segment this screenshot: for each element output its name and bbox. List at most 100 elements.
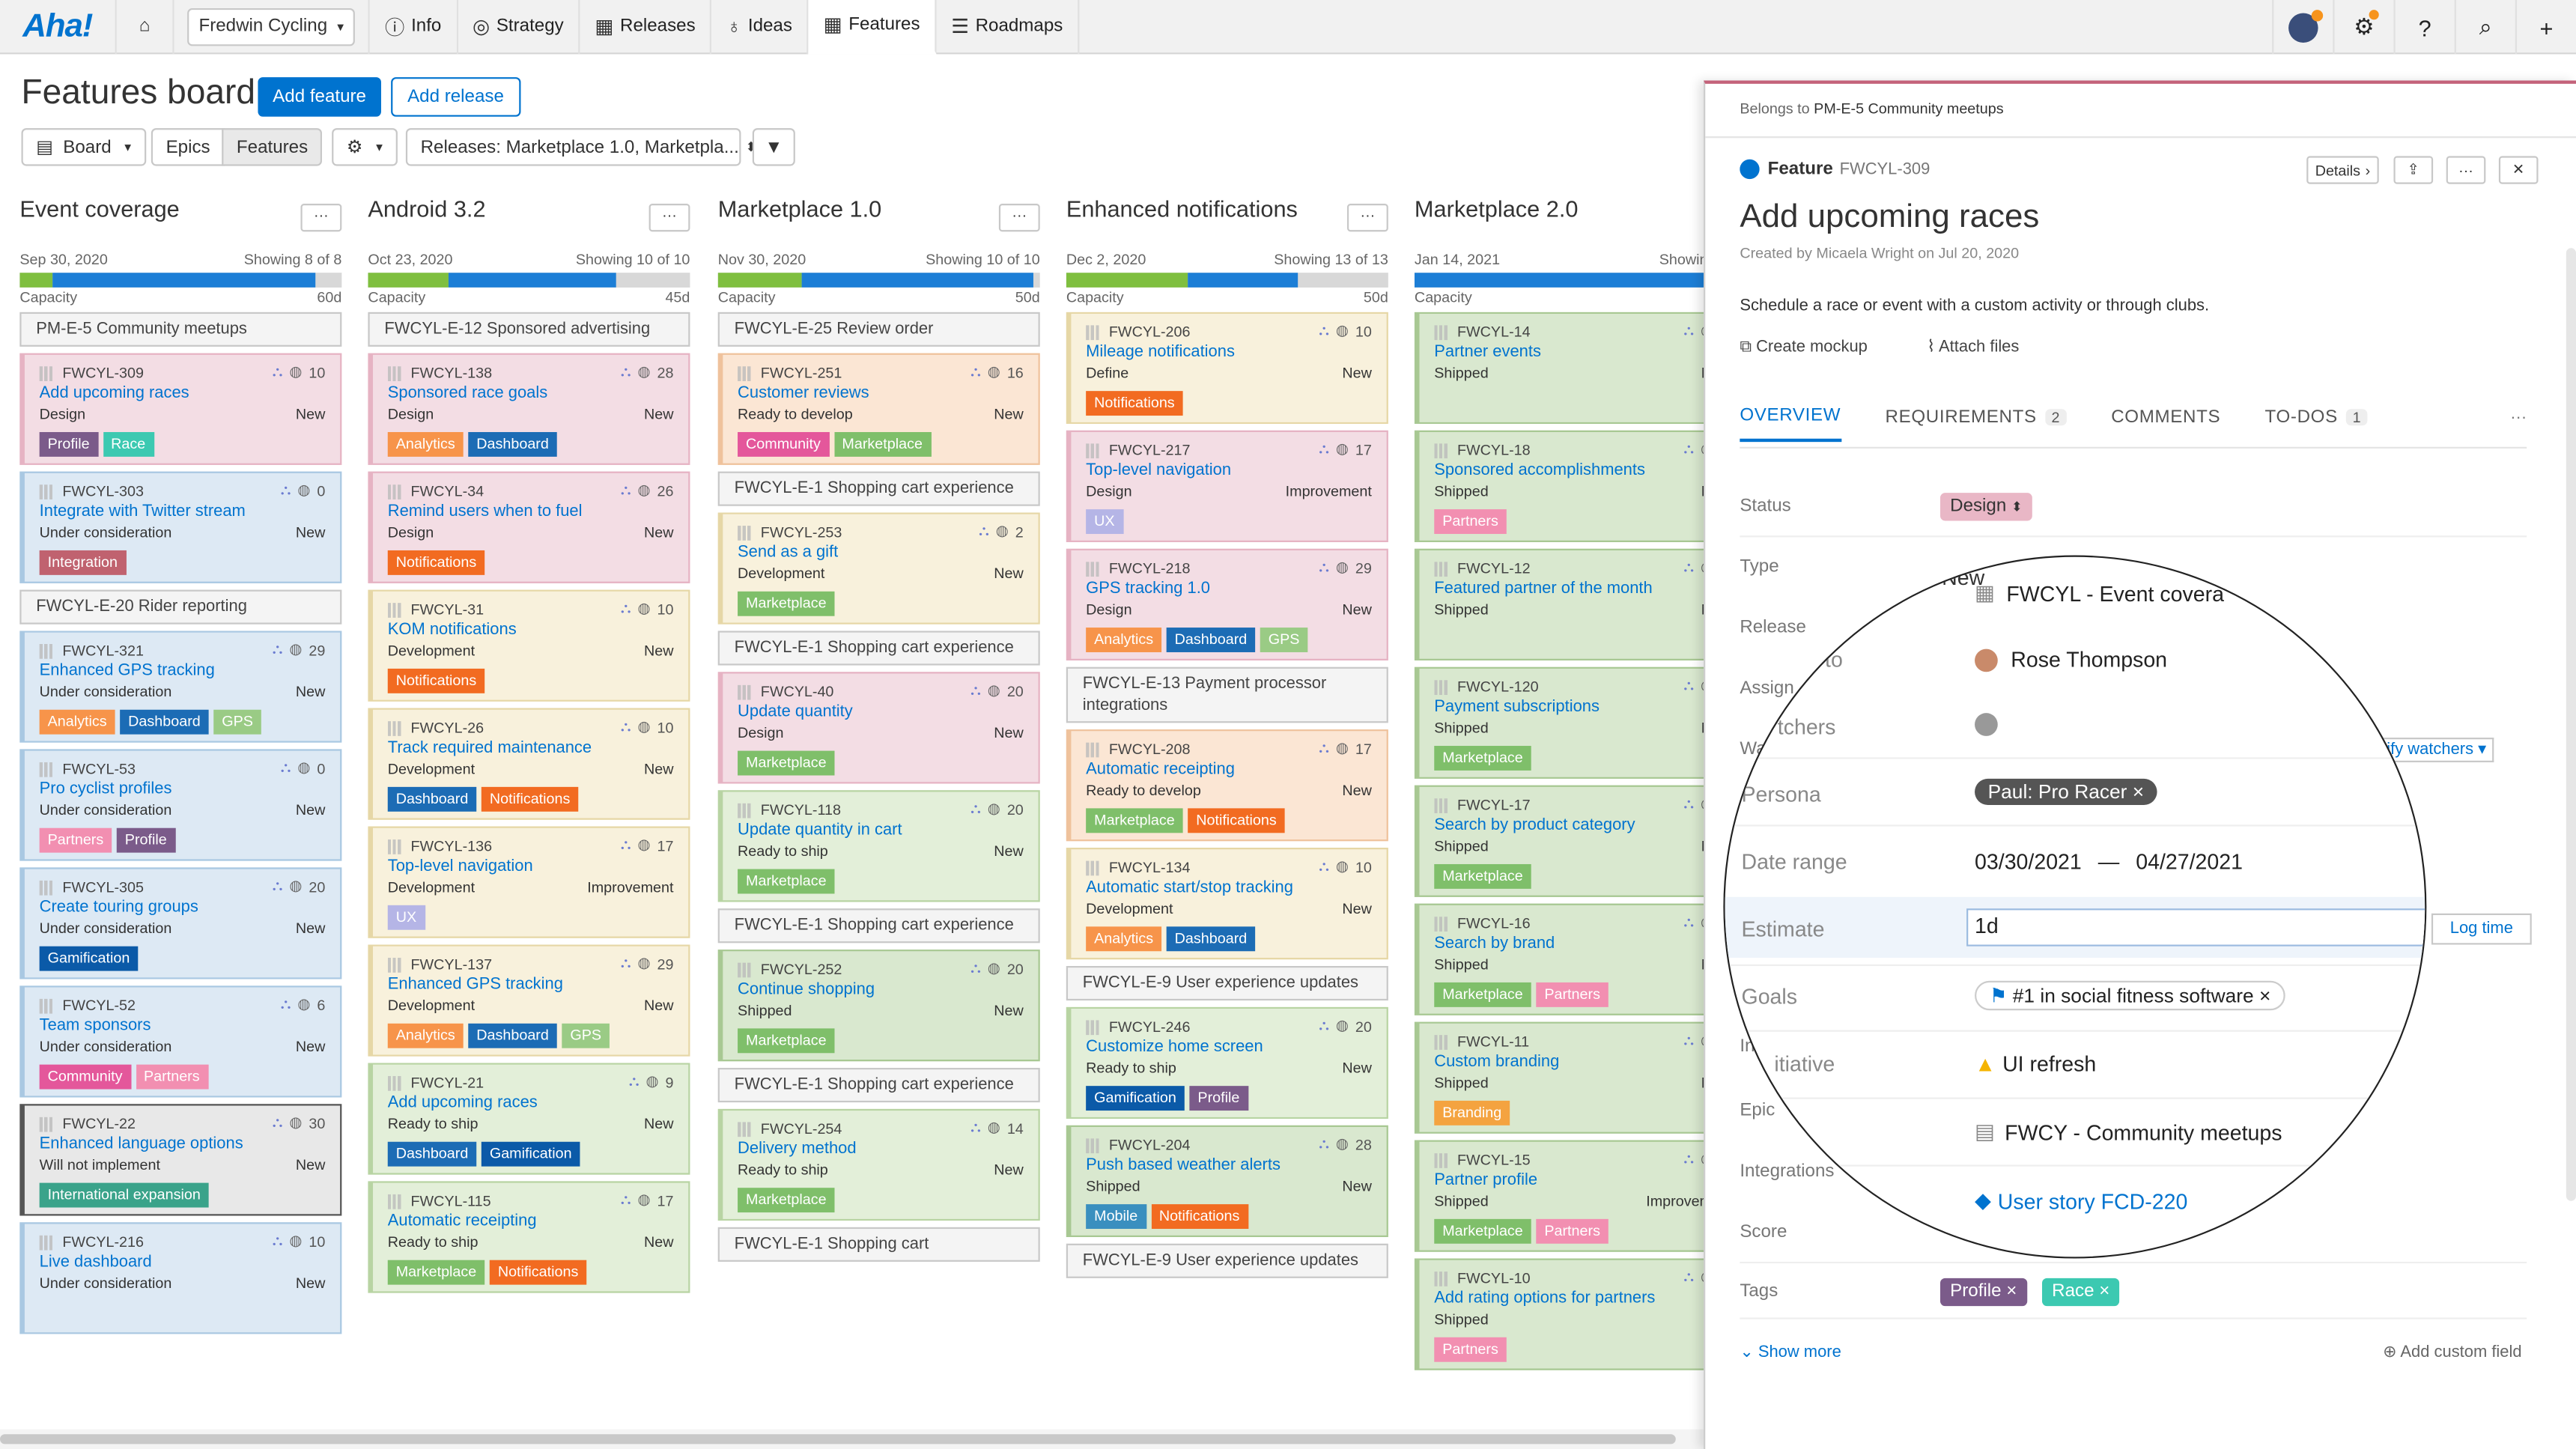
card-title[interactable]: Add rating options for partners — [1434, 1289, 1656, 1308]
feature-card[interactable]: FWCYL-26 ⛬ ◍ 10 Track required maintenance De… — [368, 708, 690, 820]
drag-handle-icon[interactable] — [387, 1075, 403, 1090]
feature-card[interactable]: FWCYL-10⛬◍Add rating options for partner… — [1414, 1258, 1737, 1370]
tab-overview[interactable]: OVERVIEW — [1740, 406, 1841, 443]
card-title[interactable]: Automatic receipting — [1086, 760, 1235, 779]
more-button[interactable]: ··· — [2446, 156, 2486, 184]
feature-card[interactable]: FWCYL-218 ⛬ ◍ 29 GPS tracking 1.0 Design New An… — [1066, 548, 1388, 660]
release-value[interactable]: ▦ FWCYL - Event covera — [1975, 580, 2224, 606]
card-tag[interactable]: UX — [1086, 509, 1123, 535]
card-tag[interactable]: Marketplace — [1434, 1218, 1531, 1244]
card-tag[interactable]: Profile — [39, 431, 98, 457]
card-tag[interactable]: Notifications — [387, 550, 485, 575]
epic-header[interactable]: FWCYL-E-9 User experience updates — [1066, 966, 1388, 1001]
tag-race[interactable]: Race × — [2041, 1278, 2120, 1307]
column-menu-button[interactable]: ··· — [1346, 204, 1388, 232]
card-tag[interactable]: Marketplace — [738, 1188, 835, 1213]
features-toggle[interactable]: Features — [222, 128, 323, 166]
card-tag[interactable]: Marketplace — [1434, 982, 1531, 1007]
card-tag[interactable]: Marketplace — [738, 869, 835, 894]
drag-handle-icon[interactable] — [1434, 443, 1450, 458]
close-button[interactable]: ✕ — [2498, 156, 2539, 184]
card-title[interactable]: Automatic receipting — [387, 1212, 537, 1231]
card-tag[interactable]: Partners — [1536, 1218, 1609, 1244]
epic-value[interactable]: ▤ FWCY - Community meetups — [1975, 1119, 2282, 1145]
card-tag[interactable]: Marketplace — [387, 1260, 485, 1285]
card-tag[interactable]: Partners — [1536, 982, 1609, 1007]
nav-features[interactable]: ▦ Features — [808, 0, 937, 54]
feature-card[interactable]: FWCYL-53 ⛬ ◍ 0 Pro cyclist profiles Under con… — [19, 749, 342, 861]
card-title[interactable]: Remind users when to fuel — [387, 502, 583, 521]
card-tag[interactable]: Community — [738, 431, 829, 457]
filter-button[interactable]: ▼ — [752, 128, 795, 166]
drag-handle-icon[interactable] — [1434, 798, 1450, 812]
drag-handle-icon[interactable] — [39, 484, 55, 499]
drag-handle-icon[interactable] — [1086, 324, 1101, 340]
show-more-button[interactable]: ⌄ Show more — [1740, 1344, 1841, 1362]
feature-card[interactable]: FWCYL-208 ⛬ ◍ 17 Automatic receipting Ready t… — [1066, 729, 1388, 842]
feature-card[interactable]: FWCYL-253 ⛬ ◍ 2 Send as a gift Development New… — [717, 512, 1040, 625]
drag-handle-icon[interactable] — [1086, 443, 1101, 458]
date-range-value[interactable]: 03/30/2021 — 04/27/2021 — [1975, 849, 2243, 874]
card-title[interactable]: Automatic start/stop tracking — [1086, 878, 1293, 897]
card-tag[interactable]: Integration — [39, 550, 126, 575]
feature-card[interactable]: FWCYL-16⛬◍Search by brandShippedNeMarket… — [1414, 903, 1737, 1015]
feature-card[interactable]: FWCYL-252 ⛬ ◍ 20 Continue shopping Shipped New… — [717, 950, 1040, 1062]
epic-header[interactable]: FWCYL-E-9 User experience updates — [1066, 1243, 1388, 1278]
persona-pill[interactable]: Paul: Pro Racer × — [1975, 778, 2157, 806]
card-title[interactable]: Top-level navigation — [1086, 461, 1232, 480]
drag-handle-icon[interactable] — [39, 997, 55, 1013]
drag-handle-icon[interactable] — [1086, 741, 1101, 757]
card-tag[interactable]: Partners — [136, 1064, 208, 1090]
drag-handle-icon[interactable] — [39, 761, 55, 777]
column-title[interactable]: Android 3.2 ··· — [368, 194, 690, 232]
card-tag[interactable]: Marketplace — [738, 1028, 835, 1054]
details-button[interactable]: Details › — [2306, 156, 2379, 184]
epic-header[interactable]: PM-E-5 Community meetups — [19, 312, 342, 347]
card-title[interactable]: Enhanced GPS tracking — [39, 662, 215, 681]
drag-handle-icon[interactable] — [1086, 1019, 1101, 1035]
card-title[interactable]: Customer reviews — [738, 384, 869, 403]
card-title[interactable]: Update quantity — [738, 702, 853, 722]
drag-handle-icon[interactable] — [387, 602, 403, 617]
card-title[interactable]: Add upcoming races — [39, 384, 189, 403]
feature-card[interactable]: FWCYL-115 ⛬ ◍ 17 Automatic receipting Ready t… — [368, 1181, 690, 1293]
card-tag[interactable]: Marketplace — [1086, 808, 1183, 833]
nav-ideas[interactable]: ♁ Ideas — [712, 0, 809, 54]
settings-dropdown[interactable]: ⚙ ▾ — [332, 128, 398, 166]
card-title[interactable]: Pro cyclist profiles — [39, 780, 172, 799]
feature-card[interactable]: FWCYL-216 ⛬ ◍ 10 Live dashboard Under conside… — [19, 1222, 342, 1334]
add-release-button[interactable]: Add release — [391, 77, 520, 117]
epics-toggle[interactable]: Epics — [151, 128, 225, 166]
tabs-more-icon[interactable]: ··· — [2510, 409, 2527, 428]
drag-handle-icon[interactable] — [1434, 916, 1450, 931]
card-title[interactable]: Payment subscriptions — [1434, 698, 1600, 717]
epic-header[interactable]: FWCYL-E-1 Shopping cart experience — [717, 1068, 1040, 1103]
epic-header[interactable]: FWCYL-E-12 Sponsored advertising — [368, 312, 690, 347]
nav-strategy[interactable]: ◎ Strategy — [458, 0, 580, 54]
remove-icon[interactable]: × — [2132, 780, 2145, 804]
feature-card[interactable]: FWCYL-18⛬◍Sponsored accomplishmentsShipp… — [1414, 430, 1737, 542]
share-button[interactable]: ⇪ — [2393, 156, 2434, 184]
column-menu-button[interactable]: ··· — [300, 204, 342, 232]
drag-handle-icon[interactable] — [387, 365, 403, 380]
card-tag[interactable]: Partners — [1434, 509, 1507, 535]
epic-header[interactable]: FWCYL-E-1 Shopping cart experience — [717, 908, 1040, 944]
workspace-select[interactable]: Fredwin Cycling ▾ — [187, 7, 356, 46]
drag-handle-icon[interactable] — [1086, 561, 1101, 576]
card-tag[interactable]: Dashboard — [468, 1023, 557, 1048]
card-tag[interactable]: Notifications — [489, 1260, 587, 1285]
integration-link[interactable]: ◆ User story FCD-220 — [1975, 1188, 2187, 1214]
feature-card[interactable]: FWCYL-206 ⛬ ◍ 10 Mileage notifications Define… — [1066, 312, 1388, 425]
help-button[interactable]: ? — [2393, 0, 2454, 55]
status-select[interactable]: Design ⬍ — [1939, 493, 2032, 521]
card-title[interactable]: Create touring groups — [39, 899, 198, 917]
column-title[interactable]: Marketplace 1.0 ··· — [718, 194, 1040, 232]
column-title[interactable]: Marketplace 2.0 — [1415, 194, 1737, 230]
column-menu-button[interactable]: ··· — [998, 204, 1040, 232]
drag-handle-icon[interactable] — [1086, 1137, 1101, 1153]
card-tag[interactable]: Profile — [1189, 1086, 1248, 1111]
card-tag[interactable]: GPS — [213, 709, 261, 735]
drag-handle-icon[interactable] — [1434, 1270, 1450, 1286]
column-title[interactable]: Event coverage ··· — [19, 194, 342, 232]
tab-todos[interactable]: TO-DOS 1 — [2265, 406, 2369, 442]
